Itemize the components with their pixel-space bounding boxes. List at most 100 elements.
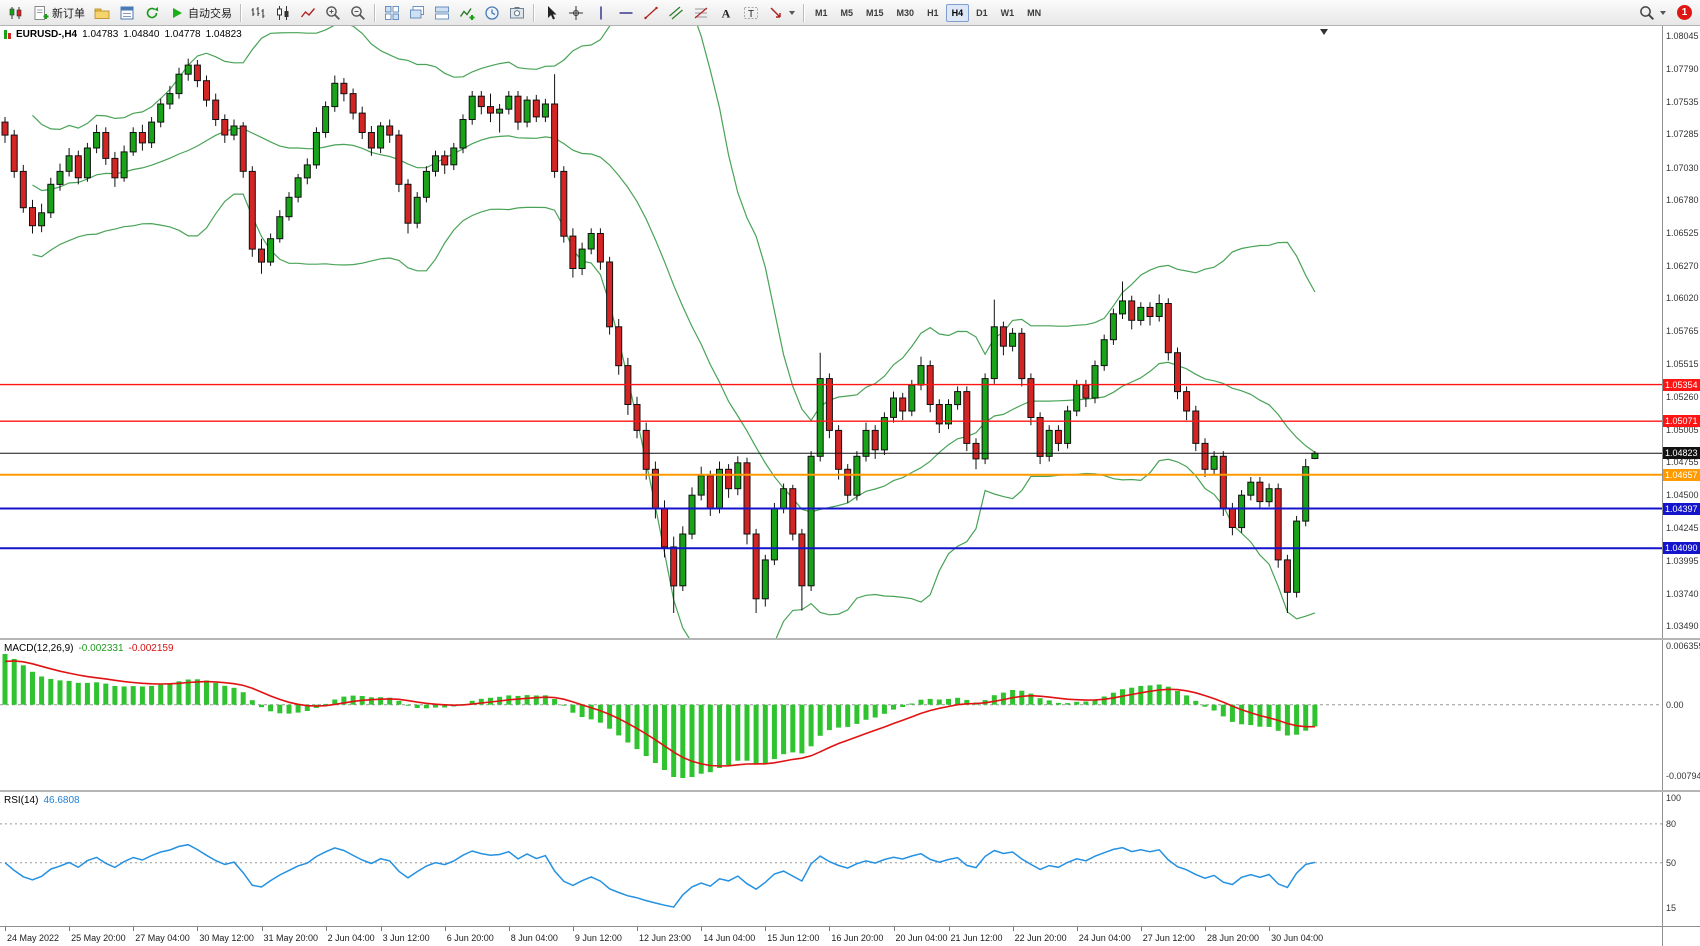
time-tick	[1205, 927, 1206, 931]
cascade-windows-button[interactable]	[405, 1, 429, 24]
time-tick	[133, 927, 135, 931]
price-tick-label: 1.06020	[1666, 293, 1699, 304]
macd-scale[interactable]: 0.006359 0.00 -0.007949	[1662, 640, 1700, 790]
price-tick-label: 1.04755	[1666, 457, 1699, 468]
trendline-tool-button[interactable]	[639, 1, 663, 24]
macd-chart[interactable]	[0, 640, 1662, 790]
price-tick-label: 1.03490	[1666, 621, 1699, 631]
hline-icon	[618, 5, 634, 21]
profiles-button[interactable]	[90, 1, 114, 24]
refresh-button[interactable]	[140, 1, 164, 24]
timeframe-m30-button[interactable]: M30	[896, 7, 915, 18]
time-tick	[1140, 927, 1142, 931]
rsi-indicator-pane[interactable]: RSI(14) 46.6808 100 80 50 15	[0, 790, 1700, 926]
candlestick-mode-button[interactable]	[271, 1, 295, 24]
price-scale[interactable]: 1.08045 1.07790 1.07535 1.07285 1.07030 1.067…	[1662, 26, 1700, 638]
time-tick	[325, 927, 327, 931]
macd-signal-value: -0.002159	[128, 643, 174, 654]
cursor-icon	[543, 5, 559, 21]
bar-chart-mode-button[interactable]	[246, 1, 270, 24]
snapshot-icon	[509, 5, 525, 21]
price-tag: 1.04823	[1663, 447, 1700, 460]
timeframe-d1-button[interactable]: D1	[976, 7, 988, 18]
price-tick-label: 1.07285	[1666, 129, 1699, 140]
time-axis[interactable]: 24 May 2022 25 May 20:00 27 May 04:00 30 Ma…	[0, 926, 1700, 946]
price-tick-label: 1.08045	[1666, 31, 1699, 41]
vline-icon	[593, 5, 609, 21]
time-label: 12 Jun 23:00	[639, 933, 692, 943]
time-tick	[508, 927, 510, 931]
arrange-windows-button[interactable]	[430, 1, 454, 24]
new-chart-button[interactable]	[4, 1, 28, 24]
horizontal-line-tool-button[interactable]	[614, 1, 638, 24]
timeframe-h4-button[interactable]: H4	[945, 3, 970, 22]
timeframe-m15-button[interactable]: M15	[866, 7, 884, 18]
time-tick	[1076, 927, 1078, 931]
arrow-tools-button[interactable]	[764, 1, 799, 24]
time-label: 27 Jun 12:00	[1142, 933, 1195, 943]
timeframe-m5-button[interactable]: M5	[840, 7, 854, 18]
text-label-tool-button[interactable]: T	[739, 1, 763, 24]
fibonacci-tool-button[interactable]	[689, 1, 713, 24]
search-button[interactable]	[1635, 1, 1670, 24]
auto-trading-button[interactable]: 自动交易	[165, 1, 236, 24]
time-tick	[701, 927, 703, 931]
time-periods-button[interactable]	[480, 1, 504, 24]
timeframe-m1-button[interactable]: M1	[815, 7, 828, 18]
text-tool-button[interactable]: A	[714, 1, 738, 24]
price-tag: 1.04090	[1663, 542, 1700, 555]
timeframe-mn-button[interactable]: MN	[1027, 7, 1042, 18]
vertical-line-tool-button[interactable]	[589, 1, 613, 24]
rsi-scale[interactable]: 100 80 50 15	[1662, 792, 1700, 926]
toolbar-separator	[803, 3, 805, 22]
rsi-line	[4, 843, 1316, 908]
price-chart-pane[interactable]: EURUSD-,H4 1.04783 1.04840 1.04778 1.048…	[0, 26, 1700, 638]
crosshair-tool-button[interactable]	[564, 1, 588, 24]
timeframe-h1-button[interactable]: H1	[927, 7, 939, 18]
zoom-in-button[interactable]	[321, 1, 345, 24]
time-label: 9 Jun 12:00	[574, 933, 622, 943]
crosshair-icon	[568, 5, 584, 21]
price-tick-label: 1.06525	[1666, 227, 1699, 238]
timeframe-w1-button[interactable]: W1	[1000, 7, 1015, 18]
price-chart[interactable]	[0, 26, 1662, 638]
new-order-button-label: 新订单	[52, 7, 85, 20]
time-tick	[893, 927, 895, 931]
macd-label: MACD(12,26,9) -0.002331 -0.002159	[4, 643, 174, 654]
data-window-button[interactable]	[115, 1, 139, 24]
toolbar-separator	[374, 3, 376, 22]
time-tick	[197, 927, 199, 931]
macd-main-value: -0.002331	[78, 643, 124, 654]
add-indicator-button[interactable]	[455, 1, 479, 24]
new-order-button[interactable]: 新订单	[29, 1, 89, 24]
line-chart-mode-button[interactable]	[296, 1, 320, 24]
time-tick	[444, 927, 446, 931]
rsi-chart[interactable]	[0, 792, 1662, 926]
notification-badge[interactable]: 1	[1677, 5, 1692, 20]
time-tick	[948, 927, 950, 931]
chart-shift-marker[interactable]	[1320, 29, 1328, 35]
time-label: 21 Jun 12:00	[950, 933, 1003, 943]
profiles-icon	[94, 5, 110, 21]
time-label: 24 May 2022	[7, 933, 60, 943]
macd-indicator-pane[interactable]: MACD(12,26,9) -0.002331 -0.002159 0.0063…	[0, 638, 1700, 790]
bar-high-value: 1.04840	[123, 29, 160, 40]
rsi-name: RSI(14)	[4, 795, 39, 806]
time-tick	[572, 927, 574, 931]
time-label: 22 Jun 20:00	[1014, 933, 1067, 943]
main-toolbar: 新订单 自动交易 A T M1 M5 M15 M30 H1 H4 D1 W1 MN 1	[0, 0, 1700, 26]
price-tick-label: 1.05765	[1666, 326, 1699, 337]
text-icon: A	[718, 5, 734, 21]
price-tick-label: 1.04500	[1666, 490, 1699, 501]
search-icon	[1639, 5, 1655, 21]
chevron-down-icon	[1660, 10, 1666, 15]
cursor-tool-button[interactable]	[539, 1, 563, 24]
snapshot-button[interactable]	[505, 1, 529, 24]
channel-tool-button[interactable]	[664, 1, 688, 24]
zoom-in-icon	[325, 5, 341, 21]
tile-windows-button[interactable]	[380, 1, 404, 24]
price-tick-label: 1.06270	[1666, 260, 1699, 271]
time-label: 24 Jun 04:00	[1078, 933, 1131, 943]
time-tick	[69, 927, 71, 931]
zoom-out-button[interactable]	[346, 1, 370, 24]
